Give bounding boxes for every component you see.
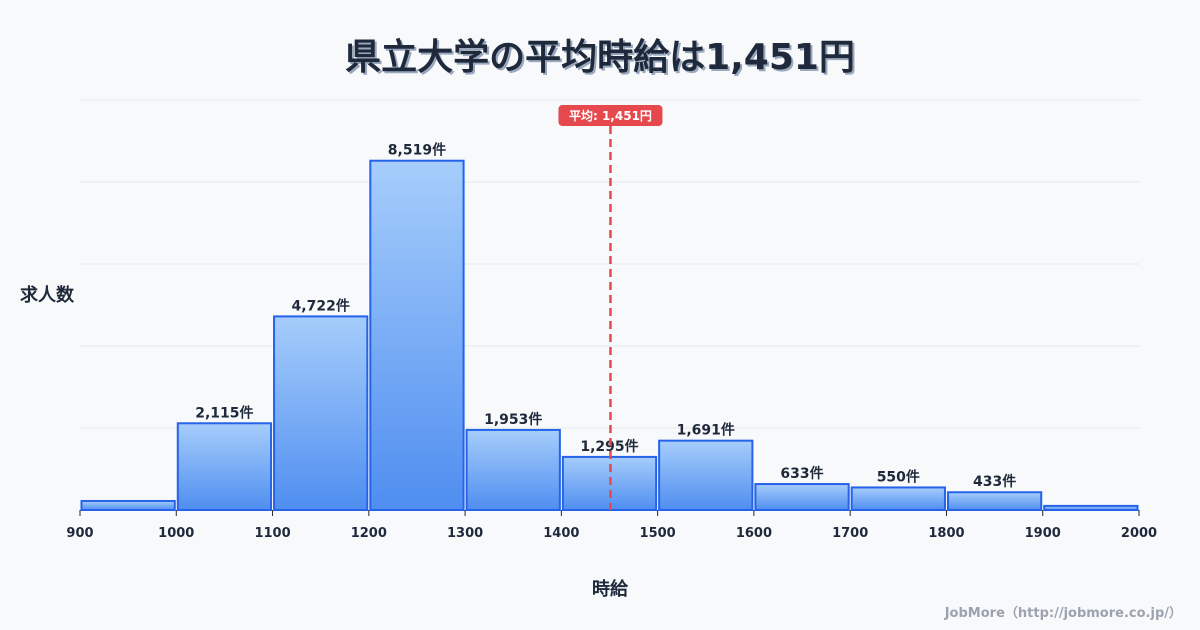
x-axis-label: 時給 bbox=[592, 579, 628, 600]
tick-label: 1400 bbox=[543, 526, 579, 541]
tick-label: 1100 bbox=[254, 526, 290, 541]
average-line: 平均: 1,451円 bbox=[558, 105, 663, 510]
bar-value-label: 2,115件 bbox=[195, 404, 253, 421]
y-axis-label: 求人数 bbox=[20, 285, 74, 306]
tick-label: 2000 bbox=[1121, 526, 1157, 541]
histogram-bar[interactable] bbox=[754, 483, 850, 511]
tick-label: 1000 bbox=[158, 526, 194, 541]
bar-value-label: 4,722件 bbox=[292, 297, 350, 314]
histogram-bar[interactable] bbox=[273, 315, 369, 512]
tick-label: 900 bbox=[66, 526, 93, 541]
bars: 2,115件 4,722件 8,519件 1,953件 1,295件 1,691件 633件… bbox=[80, 142, 1139, 512]
bar-value-label: 550件 bbox=[877, 468, 920, 485]
histogram-bar[interactable] bbox=[80, 499, 176, 512]
tick-label: 1800 bbox=[928, 526, 964, 541]
bar-value-label: 1,295件 bbox=[580, 438, 638, 455]
credit-text: JobMore（http://jobmore.co.jp/） bbox=[944, 606, 1182, 621]
tick-label: 1200 bbox=[351, 526, 387, 541]
x-axis-ticks: 900 1000 1100 1200 1300 1400 1500 1600 1700 1800 1… bbox=[66, 510, 1157, 541]
tick-label: 1700 bbox=[832, 526, 868, 541]
histogram-bar[interactable] bbox=[658, 439, 754, 512]
tick-label: 1500 bbox=[640, 526, 676, 541]
histogram-bar[interactable] bbox=[946, 491, 1043, 512]
bar-value-label: 8,519件 bbox=[388, 142, 446, 159]
bar-value-label: 1,691件 bbox=[677, 422, 735, 439]
histogram-bar[interactable] bbox=[176, 422, 273, 511]
histogram-bar[interactable] bbox=[1043, 504, 1139, 511]
tick-label: 1600 bbox=[736, 526, 772, 541]
tick-label: 1900 bbox=[1025, 526, 1061, 541]
histogram-bar[interactable] bbox=[369, 159, 465, 511]
histogram-bar[interactable] bbox=[850, 486, 946, 512]
average-badge-label: 平均: 1,451円 bbox=[569, 108, 652, 123]
bar-value-label: 1,953件 bbox=[484, 411, 542, 428]
bar-value-label: 633件 bbox=[780, 465, 823, 482]
average-badge bbox=[558, 105, 663, 126]
tick-label: 1300 bbox=[447, 526, 483, 541]
page-title: 県立大学の平均時給は1,451円 bbox=[345, 37, 855, 78]
histogram-bar[interactable] bbox=[465, 428, 561, 511]
bar-value-label: 433件 bbox=[973, 473, 1016, 490]
